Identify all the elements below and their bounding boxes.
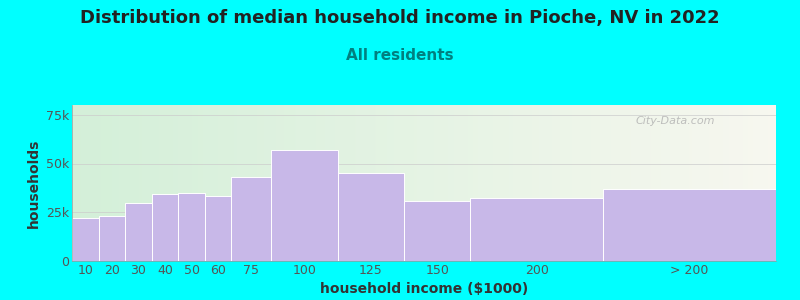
- Bar: [338, 173, 404, 261]
- Text: All residents: All residents: [346, 48, 454, 63]
- X-axis label: household income ($1000): household income ($1000): [320, 282, 528, 296]
- Bar: [231, 177, 271, 261]
- Text: City-Data.com: City-Data.com: [635, 116, 714, 126]
- Bar: [205, 196, 231, 261]
- Bar: [152, 194, 178, 261]
- Bar: [603, 189, 776, 261]
- Bar: [470, 198, 603, 261]
- Y-axis label: households: households: [26, 138, 41, 228]
- Text: Distribution of median household income in Pioche, NV in 2022: Distribution of median household income …: [80, 9, 720, 27]
- Bar: [271, 150, 338, 261]
- Bar: [98, 216, 125, 261]
- Bar: [404, 200, 470, 261]
- Bar: [125, 202, 152, 261]
- Bar: [178, 193, 205, 261]
- Bar: [72, 218, 98, 261]
